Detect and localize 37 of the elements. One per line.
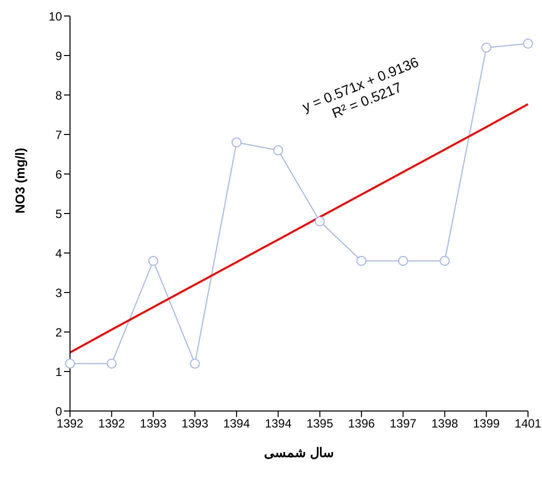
point <box>523 38 533 49</box>
x-tick-label: 1392 <box>56 416 84 431</box>
y-axis-title: NO3 (mg/l) <box>12 148 28 214</box>
x-tick-label: 1397 <box>390 416 417 431</box>
x-tick-label: 1394 <box>223 416 250 431</box>
y-tick-label: 10 <box>48 9 62 24</box>
x-tick-label: 1401 <box>514 416 542 431</box>
y-tick-label: 9 <box>55 48 62 63</box>
point <box>440 256 450 266</box>
point <box>190 358 200 369</box>
y-tick-label: 5 <box>55 206 62 221</box>
point <box>273 145 284 156</box>
y-tick-label: 0 <box>55 404 62 418</box>
x-tick-label: 1394 <box>264 416 292 431</box>
x-tick-label: 1399 <box>473 416 500 431</box>
y-tick-label: 2 <box>55 325 62 340</box>
y-tick-label: 4 <box>55 246 62 260</box>
point <box>148 256 158 266</box>
x-tick-label: 1392 <box>98 416 126 431</box>
y-tick-label: 6 <box>55 167 62 182</box>
point <box>65 358 75 369</box>
point <box>481 42 492 53</box>
point <box>232 137 242 148</box>
point <box>398 256 408 266</box>
y-tick-label: 1 <box>55 364 62 379</box>
point <box>314 216 325 226</box>
y-tick-label: 8 <box>55 88 62 102</box>
x-tick-label: 1393 <box>140 416 167 431</box>
x-tick-label: 1396 <box>348 416 376 431</box>
point <box>356 256 366 266</box>
point <box>106 358 117 369</box>
x-axis-title: سال شمسی <box>264 445 334 460</box>
y-tick-label: 7 <box>55 128 62 142</box>
y-tick-label: 3 <box>55 286 62 300</box>
x-tick-label: 1393 <box>182 416 209 431</box>
x-tick-label: 1395 <box>306 416 334 431</box>
x-tick-label: 1398 <box>431 416 458 431</box>
